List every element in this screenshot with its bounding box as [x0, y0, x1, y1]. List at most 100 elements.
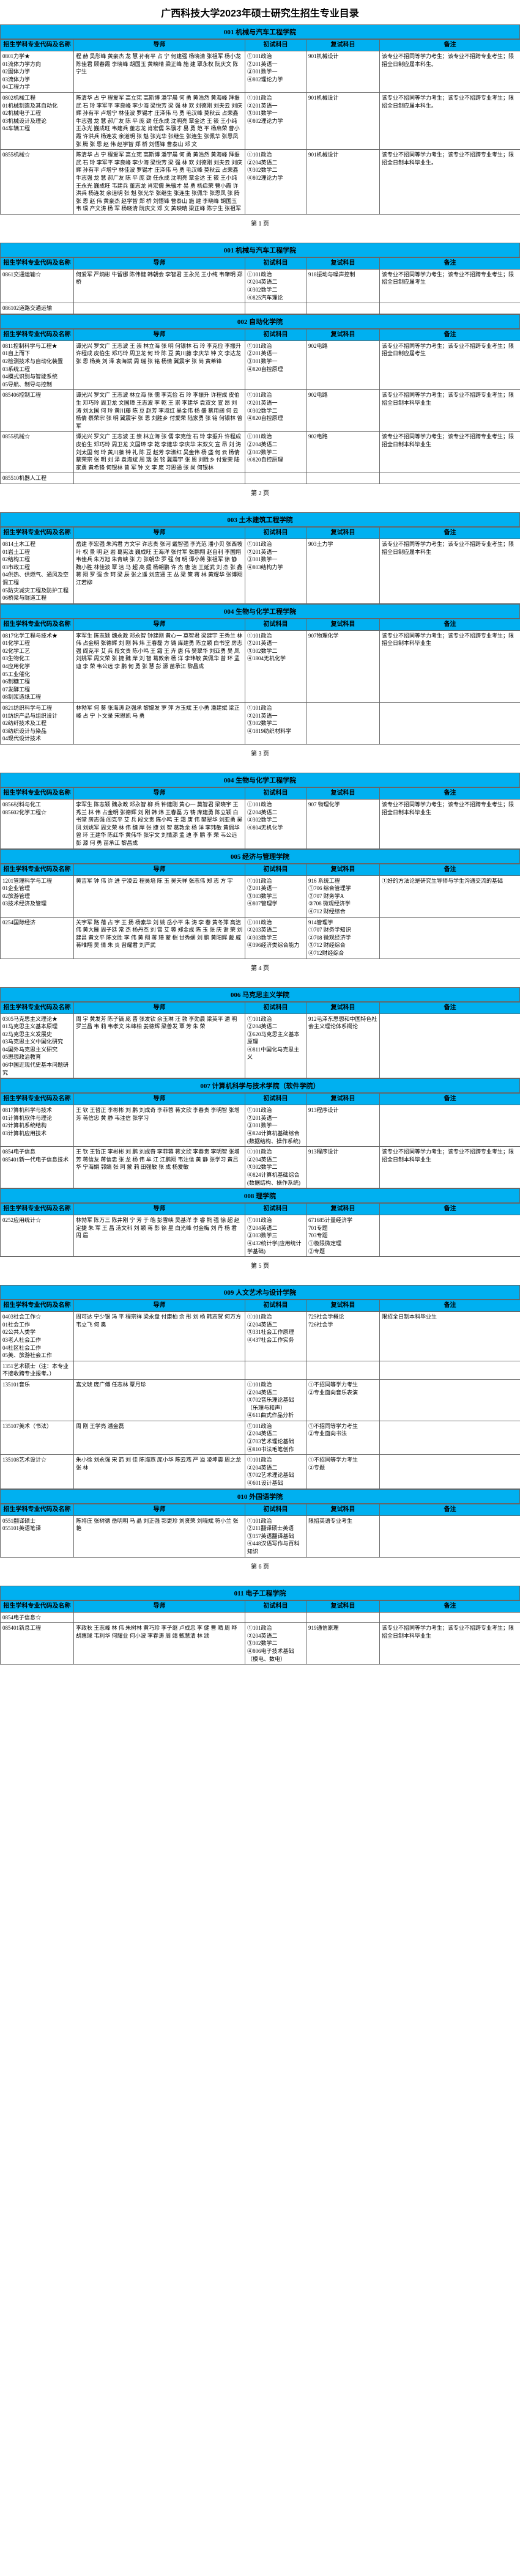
table-header: 招生学科专业代码及名称	[1, 1600, 74, 1612]
exam1-cell: ①101政治 ②204英语二 ③302数学二 ④802理论力学	[245, 150, 306, 215]
college-header: 009 人文艺术与设计学院	[0, 1285, 520, 1300]
exam2-cell	[306, 703, 380, 745]
exam1-cell: ①101政治 ②201英语一 ③301数学一 ④802理论力学	[245, 92, 306, 149]
exam1-cell: ①101政治 ②211翻译硕士英语 ③357英语翻译基础 ④448汉语写作与百科…	[245, 1515, 306, 1557]
tutor-cell: 陈将庄 张树德 岳明明 马 晶 刘正强 郭更珍 刘贤荣 刘晓斌 符小兰 张 艳	[74, 1515, 245, 1557]
major-cell: 135108艺术设计☆	[1, 1455, 74, 1489]
note-cell	[380, 1421, 520, 1454]
table-header: 初试科目	[245, 1002, 306, 1014]
note-cell: 该专业不招同等学力考生；该专业不招跨专业考生；限招全日制应届本科生	[380, 539, 520, 603]
major-cell: 135101音乐	[1, 1379, 74, 1421]
table-header: 导师	[74, 257, 245, 269]
table-header: 招生学科专业代码及名称	[1, 40, 74, 51]
table-row: 0252应用统计☆林勃军 陈万三 陈井刚 宁 芳 于 皓 彭雪峡 吴基洋 李 睿…	[1, 1215, 520, 1257]
table-row: 0817算机科学与技术 01计算机软件与理论 02计算机系统结构 03计算机应用…	[1, 1105, 520, 1147]
major-cell: 0855机械☆	[1, 150, 74, 215]
table-header: 招生学科专业代码及名称	[1, 864, 74, 875]
table-header: 备注	[380, 1094, 520, 1105]
table-header: 招生学科专业代码及名称	[1, 527, 74, 539]
page-footer: 第 2 页	[0, 484, 520, 512]
tutor-cell: 何爱军 严炳彬 牛留娜 陈伟健 韩朝会 李智君 王永光 王小纯 韦肇明 郑 桥	[74, 269, 245, 303]
tutor-cell: 王 钦 王哲正 李彬彬 刘 鹏 刘成奇 李菲蓉 蒋文欣 李春贵 李明智 张增芳 …	[74, 1147, 245, 1188]
page-footer: 第 3 页	[0, 745, 520, 773]
table-header: 导师	[74, 1002, 245, 1014]
note-cell	[380, 1515, 520, 1557]
note-cell: 该专业不招同等学力考生；该专业不招跨专业考生；限招全日制应届考生	[380, 269, 520, 303]
exam2-cell: 限招英语专业考生	[306, 1515, 380, 1557]
exam2-cell: 902电路	[306, 340, 380, 390]
tutor-cell: 王 钦 王哲正 李彬彬 刘 鹏 刘成奇 李菲蓉 蒋文欣 李春贵 李明智 张增芳 …	[74, 1105, 245, 1147]
table-header: 复试科目	[306, 40, 380, 51]
table-row: 0801力学★ 01流体力学方向 02固体力学 03流体力学 04工程力学程 赫…	[1, 51, 520, 93]
major-cell: 0861交通运输☆	[1, 269, 74, 303]
table-header: 复试科目	[306, 257, 380, 269]
exam1-cell: ①101政治 ②201英语一 ③301数学一 ④824计算机基础综合 (数据结构…	[245, 1105, 306, 1147]
table-header: 复试科目	[306, 788, 380, 800]
note-cell: 该专业不招同等学力考生；该专业不招跨专业考生；限招全日制应届考生	[380, 340, 520, 390]
exam1-cell: ①101政治 ②201英语一 ③303数学三 ④807管理学	[245, 875, 306, 917]
tutor-cell: 程 赫 吴彤峰 黄豪杰 龙 慧 孙有平 占 宁 何建强 杨晓清 张祖军 杨小龙 …	[74, 51, 245, 93]
major-cell: 0551翻译硕士 055101英语笔译	[1, 1515, 74, 1557]
exam2-cell: 912毛泽东思想和中国特色社会主义理论体系概论	[306, 1014, 380, 1078]
major-cell: 0254国际经济	[1, 917, 74, 959]
major-table: 招生学科专业代码及名称导师初试科目复试科目备注0551翻译硕士 055101英语…	[0, 1504, 520, 1558]
tutor-cell: 李政秋 王志峰 林 伟 朱树林 黄巧珍 李子继 卢成忠 李 健 曹 晒 周 晔 …	[74, 1623, 245, 1665]
exam2-cell: 671685计量经济学 701专题 703专题 ①极限微定理 ②专题	[306, 1215, 380, 1257]
table-row: 0855机械☆陈清华 占 宁 程爱军 高立宪 高斯博 潘宇晨 何 勇 黄浩然 黄…	[1, 150, 520, 215]
major-cell: 0305马克思主义理论★ 01马克思主义基本原理 02马克思主义发展史 03马克…	[1, 1014, 74, 1078]
note-cell	[380, 1379, 520, 1421]
table-header: 导师	[74, 527, 245, 539]
exam1-cell: ①101政治 ②203英语二 ③303数学三 ④396经济类综合能力	[245, 917, 306, 959]
note-cell	[380, 1105, 520, 1147]
table-header: 导师	[74, 40, 245, 51]
table-header: 招生学科专业代码及名称	[1, 257, 74, 269]
exam1-cell: ①101政治 ②201英语一 ③301数学一 ④820自控原理	[245, 340, 306, 390]
sub-cell	[74, 473, 245, 484]
college-header: 002 自动化学院	[0, 314, 520, 329]
exam1-cell: ①101政治 ②204英语二 ③703艺术理论基础 ④810书法毛笔创作	[245, 1421, 306, 1454]
tutor-cell: 李军生 陈志颖 魏永政 邓永智 柳 兵 钟建刚 黄心一 莫智君 梁晓宇 王秀兰 …	[74, 800, 245, 849]
major-cell: 0801力学★ 01流体力学方向 02固体力学 03流体力学 04工程力学	[1, 51, 74, 93]
exam1-cell: ①101政治 ②204英语二 ③302数学二 ④820自控原理	[245, 432, 306, 473]
table-header: 备注	[380, 329, 520, 340]
table-header: 复试科目	[306, 1094, 380, 1105]
major-cell: 0821纺织科学与工程 01纺织产品与组织设计 02纺纤技术及工程 03纺织设计…	[1, 703, 74, 745]
sub-cell	[74, 303, 245, 314]
table-header: 备注	[380, 1300, 520, 1312]
table-header: 初试科目	[245, 527, 306, 539]
table-row: 0254国际经济关宇军 路 蓓 占 宇 王 扬 杨素华 刘 姚 岳小平 朱 涛 …	[1, 917, 520, 959]
table-header: 备注	[380, 788, 520, 800]
major-cell: 0854电子信息 085401新一代电子信息技术	[1, 1147, 74, 1188]
page-title: 广西科技大学2023年硕士研究生招生专业目录	[0, 0, 520, 24]
table-header: 招生学科专业代码及名称	[1, 788, 74, 800]
college-header: 010 外国语学院	[0, 1489, 520, 1504]
tutor-cell: 岳建 李宏强 朱鸿君 方文宇 许志贵 张河 戴智强 李光范 潘小贝 张西坡 叶 …	[74, 539, 245, 603]
note-cell: 该专业不招同等学力考生；该专业不招跨专业考生；限招全日制本科毕业生	[380, 630, 520, 702]
page-footer: 第 1 页	[0, 215, 520, 243]
note-cell: 该专业不招同等学力考生；该专业不招跨专业考生；限招全日制应届本科生。	[380, 92, 520, 149]
page-footer: 第 5 页	[0, 1257, 520, 1285]
table-header: 导师	[74, 1094, 245, 1105]
table-header: 导师	[74, 864, 245, 875]
table-header: 复试科目	[306, 619, 380, 630]
note-cell	[380, 1455, 520, 1489]
table-header: 招生学科专业代码及名称	[1, 1300, 74, 1312]
exam1-cell: ①101政治 ②201英语一 ③302数学二 ④820自控原理	[245, 390, 306, 432]
sub-cell: 086102道路交通运输	[1, 303, 74, 314]
note-cell	[380, 703, 520, 745]
table-row: 1201管理科学与工程 01企业管理 02旅游管理 03技术经济及管理黄吉军 钟…	[1, 875, 520, 917]
table-header: 招生学科专业代码及名称	[1, 329, 74, 340]
major-table: 招生学科专业代码及名称导师初试科目复试科目备注0403社会工作☆ 01社会工作 …	[0, 1300, 520, 1489]
college-header: 007 计算机科学与技术学院（软件学院）	[0, 1078, 520, 1093]
college-header: 001 机械与汽车工程学院	[0, 24, 520, 39]
exam1-cell: ①101政治 ②204英语二 ③331社会工作原理 ④437社会工作实务	[245, 1312, 306, 1361]
table-header: 初试科目	[245, 329, 306, 340]
exam2-cell: 919通信原理	[306, 1623, 380, 1665]
tutor-cell: 周 宇 黄发芳 陈子镝 庞 晋 张发钦 余玉琳 汪 敦 李勋晨 梁英平 潘 明 …	[74, 1014, 245, 1078]
exam2-cell	[306, 1612, 380, 1623]
exam2-cell: ①不招同等学力考生 ②专题	[306, 1455, 380, 1489]
major-table: 招生学科专业代码及名称导师初试科目复试科目备注0817化学工程与技术★ 01化学…	[0, 619, 520, 745]
sub-cell	[245, 303, 306, 314]
table-row: 1351艺术硕士（注：本专业不接收跨专业报考。）	[1, 1361, 520, 1379]
table-row: 0854电子信息 085401新一代电子信息技术王 钦 王哲正 李彬彬 刘 鹏 …	[1, 1147, 520, 1188]
